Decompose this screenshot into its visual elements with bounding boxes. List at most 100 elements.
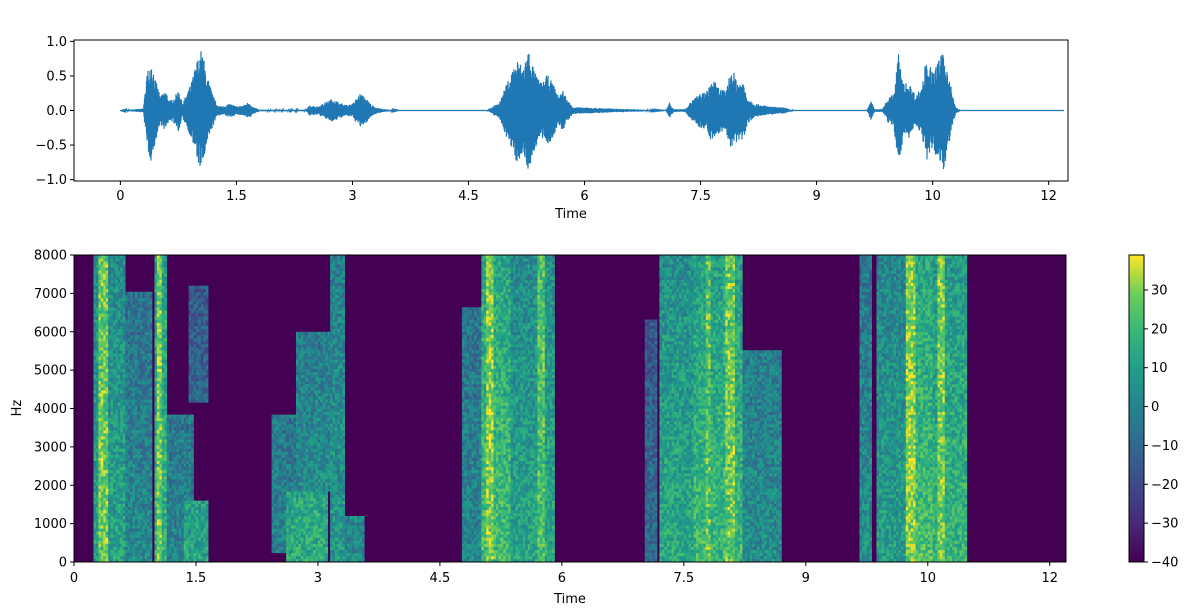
spectrogram-cell	[159, 531, 163, 535]
spectrogram-cell	[93, 469, 97, 474]
spectrogram-cell	[147, 445, 150, 449]
spectrogram-cell	[191, 497, 194, 501]
spectrogram-cell	[110, 549, 114, 554]
spectrogram-cell	[176, 494, 180, 498]
spectrogram-cell	[135, 451, 138, 455]
spectrogram-cell	[108, 374, 111, 379]
spectrogram-cell	[122, 482, 126, 486]
spectrogram-cell	[181, 476, 185, 480]
spectrogram-cell	[298, 337, 302, 342]
spectrogram-cell	[96, 258, 99, 262]
spectrogram-cell	[315, 479, 319, 483]
spectrogram-cell	[117, 414, 121, 418]
spectrogram-cell	[130, 506, 133, 511]
spectrogram-cell	[147, 476, 150, 480]
spectrogram-cell	[117, 264, 121, 268]
spectrogram-cell	[125, 362, 128, 366]
spectrogram-cell	[125, 304, 128, 308]
spectrogram-cell	[166, 482, 170, 486]
spectrogram-cell	[110, 488, 114, 492]
spectrogram-cell	[159, 497, 163, 501]
spectrogram-cell	[296, 466, 299, 471]
spectrogram-cell	[186, 522, 189, 526]
spectrogram-cell	[198, 362, 202, 366]
spectrogram-cell	[313, 426, 316, 431]
spectrogram-cell	[117, 528, 121, 532]
spectrogram-cell	[113, 393, 116, 397]
spectrogram-cell	[300, 482, 304, 486]
spectrogram-cell	[296, 399, 299, 403]
spectrogram-cell	[132, 362, 136, 366]
spectrogram-cell	[300, 503, 304, 508]
spectrogram-cell	[117, 451, 121, 455]
spectrogram-cell	[310, 362, 314, 366]
spectrogram-cell	[159, 414, 163, 418]
spectrogram-cell	[103, 393, 107, 397]
spectrogram-cell	[110, 506, 114, 511]
spectrogram-cell	[310, 451, 314, 455]
spectrogram-cell	[169, 525, 172, 529]
spectrogram-cell	[98, 270, 102, 274]
spectrogram-cell	[317, 350, 321, 354]
spectrogram-cell	[166, 512, 170, 517]
spectrogram-cell	[171, 448, 175, 452]
spectrogram-cell	[276, 537, 280, 541]
spectrogram-cell	[293, 469, 297, 474]
spectrogram-cell	[178, 522, 182, 526]
spectrogram-cell	[100, 466, 104, 471]
spectrogram-cell	[196, 390, 199, 394]
spectrogram-cell	[298, 537, 302, 541]
spectrogram-cell	[166, 430, 170, 434]
spectrogram-cell	[139, 519, 143, 523]
spectrogram-cell	[315, 485, 319, 489]
spectrogram-cell	[161, 307, 165, 311]
spectrogram-cell	[198, 288, 202, 293]
spectrogram-cell	[159, 476, 163, 480]
spectrogram-cell	[149, 316, 153, 320]
spectrogram-cell	[271, 528, 275, 532]
spectrogram-cell	[315, 543, 319, 547]
spectrogram-cell	[161, 368, 165, 372]
spectrogram-cell	[110, 267, 114, 271]
spectrogram-cell	[203, 371, 207, 376]
spectrogram-cell	[120, 436, 124, 440]
spectrogram-cell	[188, 476, 192, 480]
spectrogram-cell	[176, 460, 180, 465]
spectrogram-cell	[315, 448, 319, 452]
spectrogram-cell	[283, 528, 287, 532]
spectrogram-cell	[286, 525, 289, 529]
spectrogram-cell	[296, 457, 299, 461]
spectrogram-cell	[291, 549, 294, 554]
spectrogram-cell	[135, 473, 138, 477]
spectrogram-cell	[147, 552, 150, 557]
spectrogram-cell	[110, 433, 114, 437]
spectrogram-cell	[93, 288, 97, 293]
spectrogram-cell	[278, 500, 282, 504]
spectrogram-cell	[105, 377, 109, 382]
spectrogram-cell	[191, 543, 194, 547]
spectrogram-cell	[113, 396, 116, 400]
spectrogram-cell	[159, 482, 163, 486]
spectrogram-cell	[283, 426, 287, 431]
spectrogram-cell	[193, 356, 197, 360]
spectrogram-cell	[108, 525, 111, 529]
spectrogram-cell	[161, 298, 165, 302]
spectrogram-cell	[188, 506, 192, 511]
spectrogram-cell	[127, 411, 131, 415]
spectrogram-cell	[147, 457, 150, 461]
spectrogram-cell	[305, 482, 309, 486]
spectrogram-cell	[93, 519, 97, 523]
spectrogram-cell	[164, 298, 168, 302]
spectrogram-cell	[303, 497, 307, 501]
spectrogram-cell	[147, 534, 150, 538]
spectrogram-cell	[103, 436, 107, 440]
spectrogram-cell	[276, 528, 280, 532]
spectrogram-cell	[205, 307, 209, 311]
spectrogram-cell	[130, 552, 133, 557]
spectrogram-cell	[125, 466, 128, 471]
spectrogram-cell	[127, 537, 131, 541]
spectrogram-cell	[122, 319, 126, 323]
spectrogram-cell	[103, 457, 107, 461]
spectrogram-cell	[305, 380, 309, 385]
spectrogram-cell	[191, 301, 194, 305]
